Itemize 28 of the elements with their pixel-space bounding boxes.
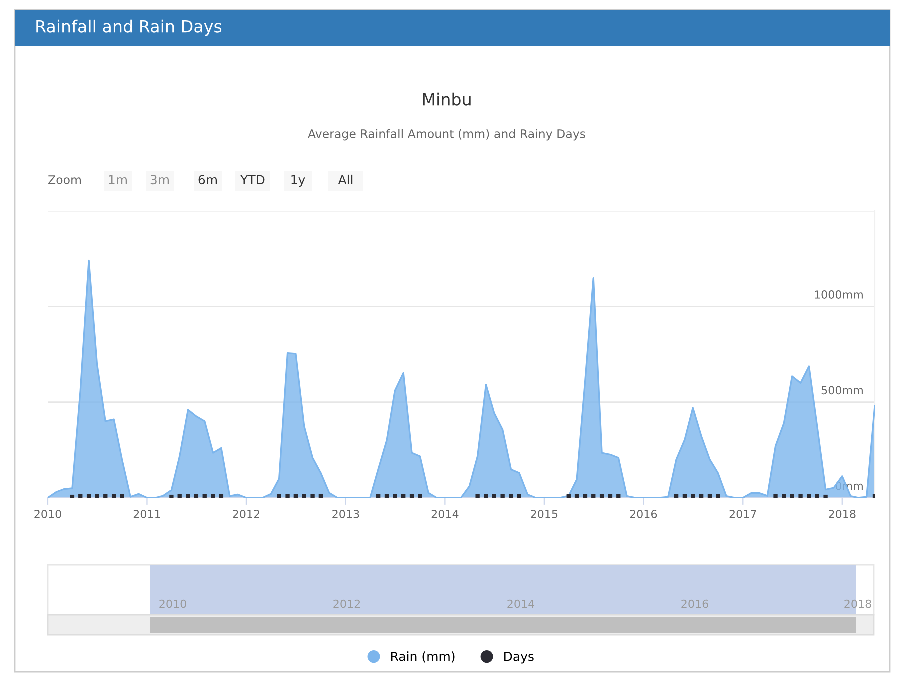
x-tick-label: 2010 xyxy=(34,510,62,518)
text: Rainfall and Rain Days xyxy=(36,20,222,36)
text: 2016 xyxy=(682,600,708,608)
x-tick-label: 2017 xyxy=(730,510,756,518)
text: All xyxy=(338,174,353,184)
text: 3m xyxy=(150,175,170,185)
x-tick-label: 2018 xyxy=(829,510,856,518)
text: 1m xyxy=(109,175,128,184)
x-tick-label: 2015 xyxy=(531,510,558,518)
y-tick-label: 1000mm xyxy=(815,290,863,299)
text: YTD xyxy=(240,175,265,184)
x-tick-label: 2011 xyxy=(134,510,160,518)
y-tick-label: 500mm xyxy=(822,386,863,395)
text: 2012 xyxy=(334,600,360,608)
text: 2010 xyxy=(160,600,186,608)
chart-title: Minbu xyxy=(423,92,471,106)
text: 1y xyxy=(292,175,306,188)
x-tick-label: 2016 xyxy=(630,510,658,518)
x-tick-label: 2014 xyxy=(432,510,459,518)
text: 2014 xyxy=(508,600,535,608)
x-tick-label: 2012 xyxy=(233,510,260,518)
text: 2018 xyxy=(844,600,872,608)
legend-label: Days xyxy=(504,652,534,664)
x-tick-label: 2013 xyxy=(332,510,360,518)
text: 6m xyxy=(198,175,218,185)
text: Zoom xyxy=(48,176,82,184)
legend-label: Rain (mm) xyxy=(391,652,455,663)
chart-subtitle: Average Rainfall Amount (mm) and Rainy Days xyxy=(308,129,586,141)
